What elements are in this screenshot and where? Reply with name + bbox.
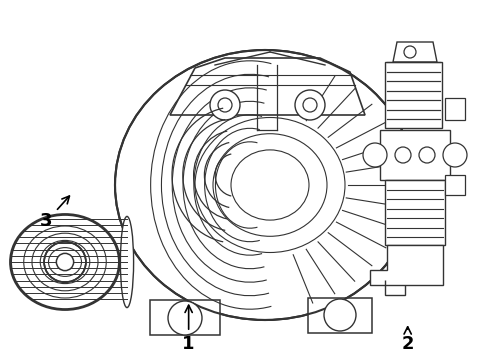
Circle shape <box>210 90 240 120</box>
Circle shape <box>168 301 202 335</box>
Polygon shape <box>445 98 465 120</box>
Ellipse shape <box>121 216 134 307</box>
Polygon shape <box>150 300 220 335</box>
Ellipse shape <box>115 50 415 320</box>
Polygon shape <box>308 298 372 333</box>
Polygon shape <box>393 42 437 62</box>
Polygon shape <box>405 215 430 255</box>
Text: 2: 2 <box>401 327 414 353</box>
Circle shape <box>412 227 428 243</box>
Circle shape <box>404 46 416 58</box>
Text: 3: 3 <box>40 196 70 230</box>
Circle shape <box>419 147 435 163</box>
Polygon shape <box>385 180 445 245</box>
Polygon shape <box>170 58 365 115</box>
Polygon shape <box>370 245 443 285</box>
Circle shape <box>56 253 74 271</box>
Circle shape <box>443 143 467 167</box>
Circle shape <box>295 90 325 120</box>
Circle shape <box>395 147 411 163</box>
Ellipse shape <box>11 215 119 309</box>
Ellipse shape <box>44 242 86 282</box>
Polygon shape <box>385 62 442 128</box>
Circle shape <box>363 143 387 167</box>
Text: 1: 1 <box>182 305 195 353</box>
Polygon shape <box>445 175 465 195</box>
Circle shape <box>324 299 356 331</box>
Polygon shape <box>380 130 450 180</box>
